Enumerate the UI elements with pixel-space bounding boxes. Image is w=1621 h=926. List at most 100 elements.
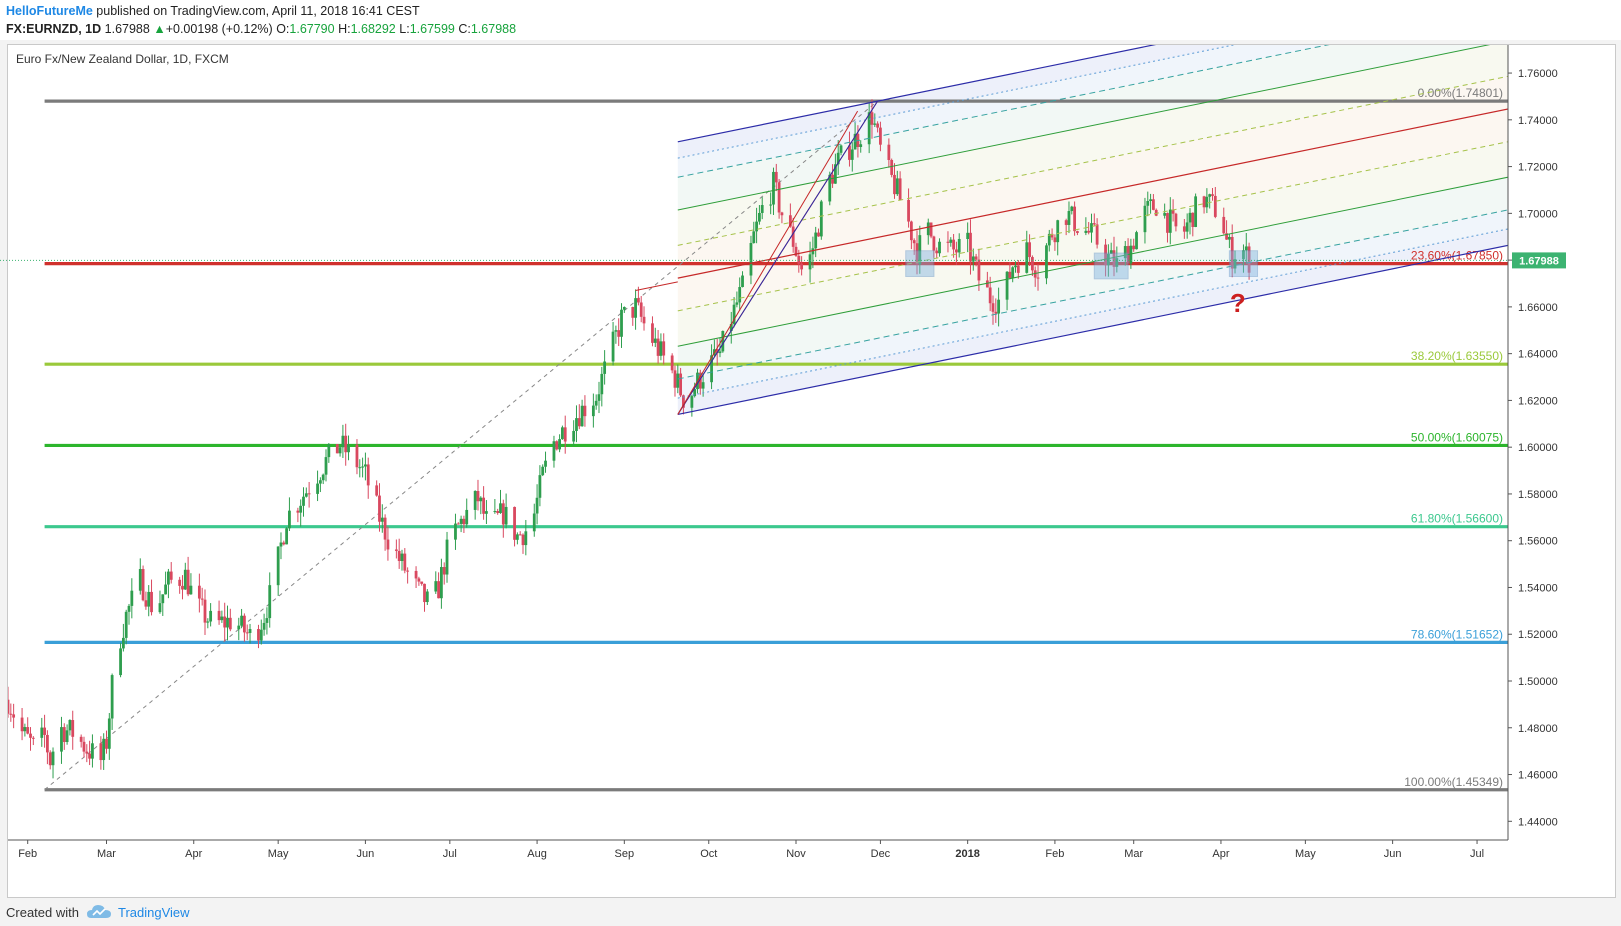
candle-body [575,418,578,431]
candle-body [735,302,739,305]
candle-body [935,250,939,254]
candle-body [499,503,502,514]
candle-body [417,578,421,582]
candle-body [169,571,173,580]
candle-body [946,241,950,243]
candle-body [636,298,640,303]
author-link[interactable]: HelloFutureMe [6,4,93,18]
pitchfork-line [677,244,1508,416]
candle-body [600,373,604,395]
candle-body [749,243,753,276]
candle-body [420,581,424,584]
candle-body [887,144,891,160]
candle-body [26,727,30,734]
candle-body [532,513,536,532]
candle-body [1011,267,1015,278]
candle-body [358,467,362,469]
published-text: published on TradingView.com, April 11, … [96,4,420,18]
candle-body [515,534,519,540]
close-label: C: [458,22,471,36]
fib-level-label: 61.80%(1.56600) [1411,512,1503,526]
candle-body [926,222,930,236]
candle-body [1090,223,1093,233]
candle-body [969,232,972,262]
candle-body [577,418,581,427]
candle-body [1129,245,1133,264]
candle-body [414,570,418,579]
candle-body [1188,212,1192,223]
support-zone-box [905,250,935,277]
candle-body [482,497,486,514]
candle-body [769,204,773,206]
time-tick-label: May [1295,848,1316,860]
candle-body [302,496,305,506]
candle-body [876,123,880,128]
candle-body [1171,209,1175,214]
tradingview-link[interactable]: TradingView [118,905,190,920]
candle-body [1163,213,1167,216]
pitchfork-line [677,45,1491,211]
candle-body [318,480,322,484]
candle-body [513,506,516,540]
time-tick-label: Feb [1045,848,1064,860]
candle-body [760,205,764,213]
candle-body [788,215,792,227]
candle-body [673,370,677,388]
candle-body [223,616,227,628]
price-axis-panel [1508,45,1615,840]
candle-body [873,123,877,125]
price-chart[interactable]: 0.00%(1.74801)23.60%(1.67850)38.20%(1.63… [0,0,1621,899]
fib-level-label: 78.60%(1.51652) [1411,627,1503,641]
candle-body [836,152,840,165]
candle-body [338,447,342,454]
time-tick-label: Jun [1384,848,1402,860]
candle-body [662,341,666,356]
candle-body [639,302,643,317]
candle-body [324,457,328,475]
candle-body [406,570,410,572]
candle-body [220,616,224,621]
candle-body [1045,245,1048,279]
candle-body [957,238,961,253]
pitchfork-line [677,209,1508,380]
candle-body [378,495,381,522]
last-price: 1.67988 [104,22,150,36]
candle-body [12,714,16,718]
candle-body [653,338,657,343]
change-up-icon: ▲ [153,22,166,36]
pitchfork-line [677,228,1508,399]
time-tick-label: Dec [871,848,891,860]
time-tick-label: Sep [615,848,635,860]
candle-body [79,736,83,742]
candle-body [679,373,683,396]
candle-body [718,351,722,354]
candle-body [831,174,834,184]
candle-body [538,475,542,498]
candle-body [1014,265,1017,268]
candle-body [879,127,882,145]
created-with-label: Created with [6,905,79,920]
candle-body [1016,265,1020,273]
candle-body [364,464,367,467]
candle-body [1166,213,1169,233]
candle-body [1191,212,1195,227]
candle-body [1205,196,1209,208]
last-price-badge [1512,252,1566,269]
candle-body [1152,199,1155,210]
candle-body [31,737,35,739]
pitchfork-median-line [635,281,678,292]
price-tick-label: 1.44000 [1518,816,1558,828]
time-tick-label: Oct [700,848,717,860]
pitchfork-line [677,176,1508,347]
tradingview-cloud-icon [87,905,111,918]
time-tick-label: Jun [357,848,375,860]
price-tick-label: 1.54000 [1518,582,1558,594]
time-tick-label: Aug [527,848,547,860]
candle-body [400,553,404,562]
candle-body [690,396,694,408]
candle-body [1230,236,1234,269]
candle-body [462,518,466,525]
candle-body [1036,277,1040,279]
candle-body [890,159,894,175]
candle-body [479,497,483,502]
